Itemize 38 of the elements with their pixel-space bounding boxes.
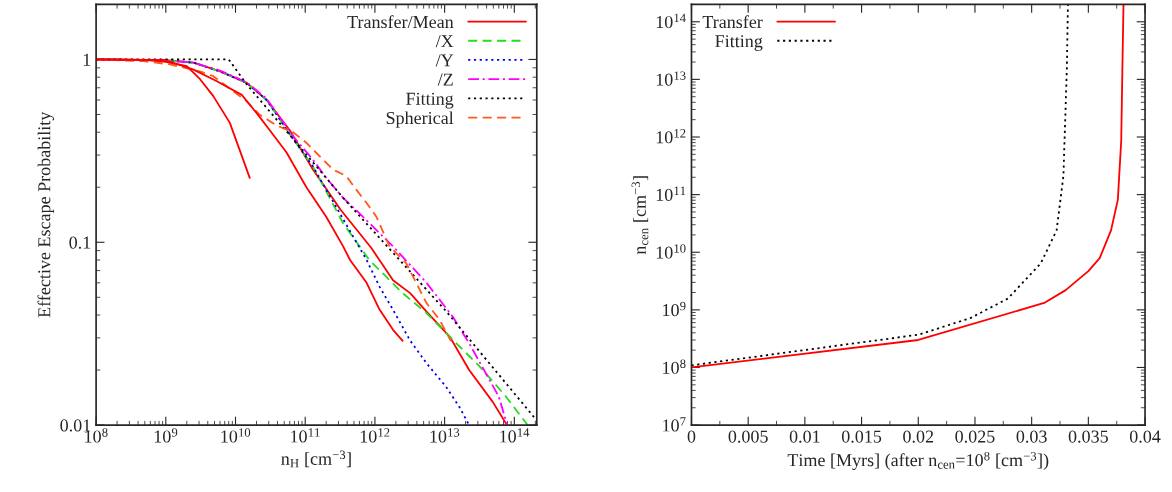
x-tick-label: 0.04 xyxy=(1129,430,1161,443)
x-tick-label: 10$^{9}$ xyxy=(154,428,178,443)
x-tick-label: 0.005 xyxy=(728,430,768,443)
y-tick-label: 0.01 xyxy=(60,419,91,432)
x-axis-title: n$_{H}$ [cm$^{−3}$] xyxy=(281,450,351,468)
y-tick-label: 0.1 xyxy=(69,236,91,249)
legend-label: /Z xyxy=(437,73,453,86)
y-tick-label: 10$^{13}$ xyxy=(656,71,686,86)
x-tick-label: 0.01 xyxy=(789,430,820,443)
y-tick-label: 10$^{7}$ xyxy=(663,417,686,432)
legend-label: Transfer/Mean xyxy=(347,15,454,29)
y-tick-label: 10$^{10}$ xyxy=(656,244,686,259)
legend-label: Fitting xyxy=(406,92,454,109)
y-tick-label: 1 xyxy=(83,53,91,66)
x-tick-label: 0.02 xyxy=(903,430,934,443)
y-axis-title: n$_{cen}$ [cm$^{−3}$] xyxy=(631,176,649,255)
legend-label: /Y xyxy=(435,54,454,67)
x-tick-label: 10$^{10}$ xyxy=(221,428,251,443)
y-tick-label: 10$^{11}$ xyxy=(656,186,686,201)
x-tick-label: 10$^{12}$ xyxy=(360,428,390,443)
x-tick-label: 10$^{13}$ xyxy=(430,428,460,443)
x-tick-label: 0.03 xyxy=(1016,430,1047,443)
legend-label: /X xyxy=(435,35,454,48)
y-tick-label: 10$^{14}$ xyxy=(656,13,686,29)
x-tick-label: 0.025 xyxy=(955,430,995,443)
legend-label: Fitting xyxy=(715,35,763,51)
x-tick-label: 0.015 xyxy=(841,430,882,443)
x-tick-label: 0.035 xyxy=(1068,430,1108,443)
x-tick-label: 0 xyxy=(687,430,696,443)
x-tick-label: 10$^{14}$ xyxy=(500,428,530,443)
x-tick-label: 10$^{11}$ xyxy=(291,428,320,443)
x-axis-title: Time [Myrs] (after n$_{cen}$=10$^{8}$ [cm$^{−3}$]) xyxy=(787,451,1049,470)
legend-label: Spherical xyxy=(386,111,454,128)
legend-label: Transfer xyxy=(702,15,763,29)
y-tick-label: 10$^{12}$ xyxy=(656,129,686,144)
y-tick-label: 10$^{9}$ xyxy=(663,301,686,317)
y-tick-label: 10$^{8}$ xyxy=(663,359,686,374)
y-axis-title: Effective Escape Probability xyxy=(37,111,55,318)
